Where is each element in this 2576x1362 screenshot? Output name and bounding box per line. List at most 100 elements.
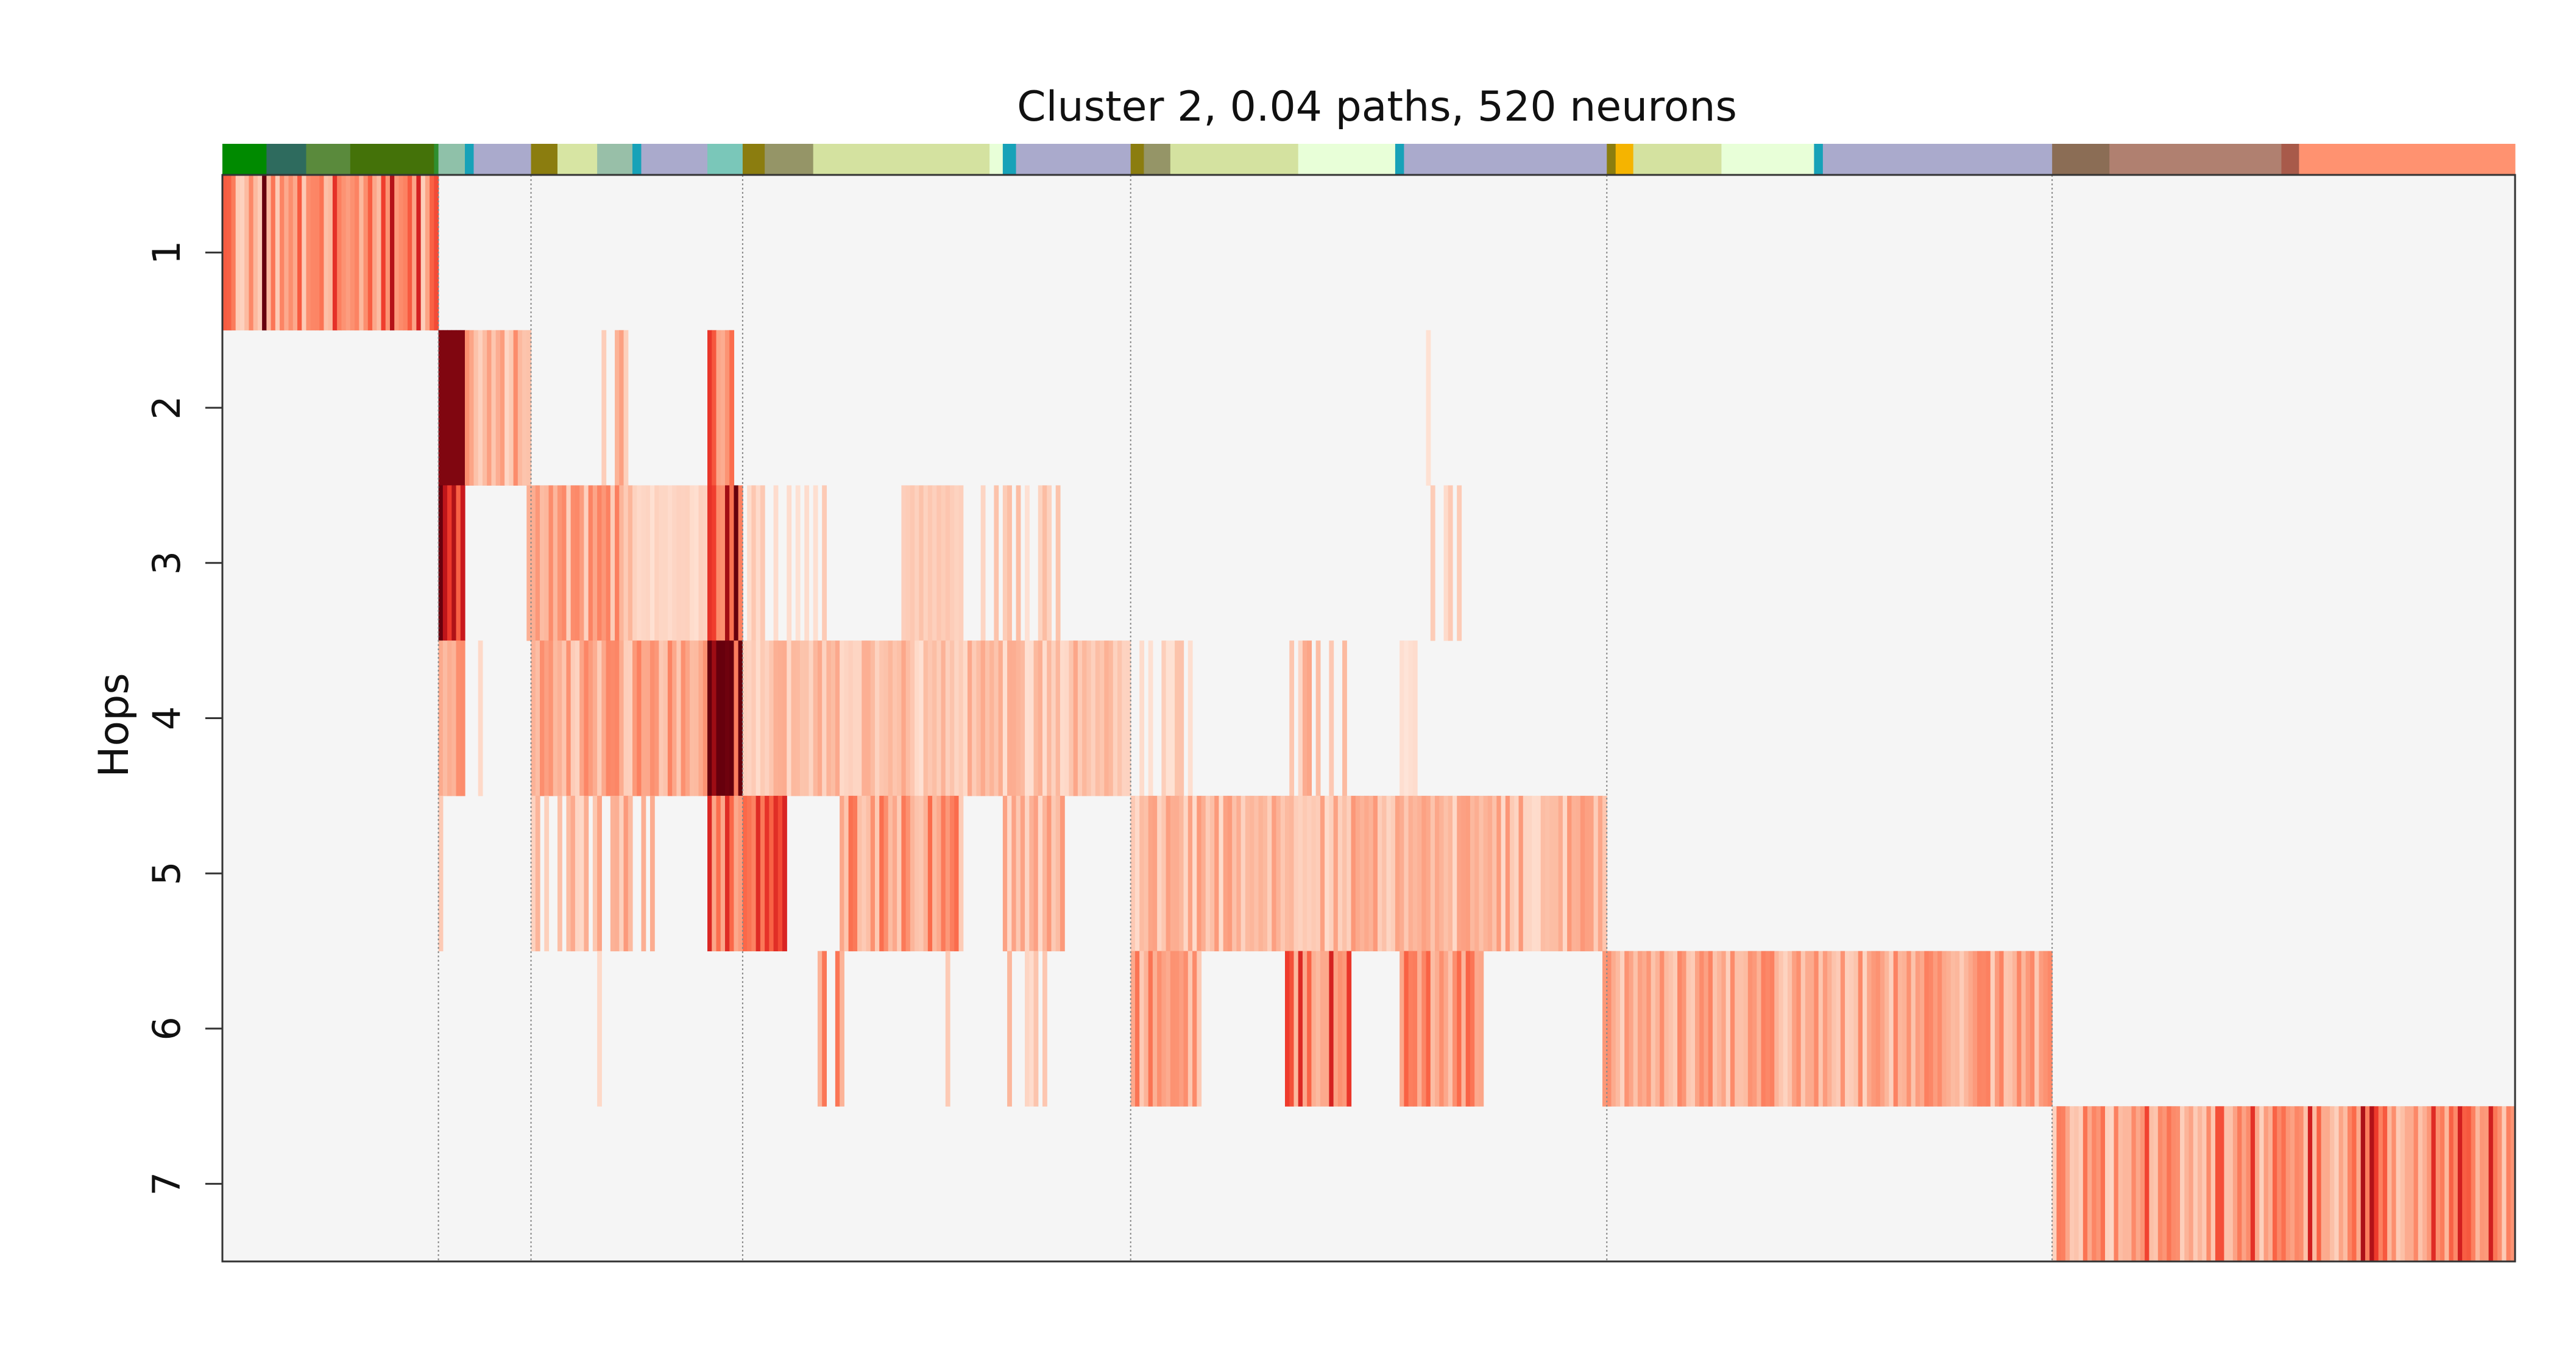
heatmap-cell (460, 640, 465, 796)
heatmap-cell (694, 485, 699, 641)
heatmap-cell (328, 175, 333, 331)
heatmap-cell (2360, 1106, 2366, 1262)
heatmap-cell (2299, 1106, 2304, 1262)
heatmap-cell (976, 640, 982, 796)
heatmap-cell (742, 640, 748, 796)
heatmap-cell (1148, 951, 1153, 1107)
heatmap-cell (724, 795, 730, 952)
heatmap-cell (1417, 795, 1422, 952)
heatmap-cell (1175, 640, 1180, 796)
heatmap-cell (1042, 640, 1047, 796)
heatmap-cell (1214, 795, 1220, 952)
color-bar-segment (1633, 144, 1722, 175)
heatmap-cell (716, 330, 721, 486)
heatmap-cell (451, 330, 457, 486)
heatmap-cell (438, 330, 444, 486)
heatmap-cell (958, 485, 964, 641)
heatmap-cell (2457, 1106, 2463, 1262)
heatmap-cell (1139, 640, 1145, 796)
heatmap-cell (1016, 795, 1021, 952)
heatmap-cell (870, 640, 876, 796)
heatmap-cell (2029, 951, 2035, 1107)
heatmap-cell (253, 175, 258, 331)
heatmap-cell (637, 485, 642, 641)
heatmap-cell (875, 640, 880, 796)
heatmap-cell (2210, 1106, 2216, 1262)
heatmap-cell (566, 640, 571, 796)
color-bar-segment (438, 144, 465, 175)
heatmap-cell (1540, 795, 1546, 952)
heatmap-cell (755, 640, 761, 796)
heatmap-cell (1532, 795, 1537, 952)
heatmap-cell (654, 485, 660, 641)
color-bar-segment (1002, 144, 1017, 175)
heatmap-cell (1337, 951, 1343, 1107)
y-tick-label: 3 (144, 551, 189, 575)
heatmap-cell (1858, 951, 1863, 1107)
heatmap-cell (2034, 951, 2040, 1107)
color-bar-segment (813, 144, 990, 175)
heatmap-cell (702, 485, 708, 641)
heatmap-cell (615, 330, 620, 486)
heatmap-cell (1911, 951, 1916, 1107)
heatmap-cell (1448, 951, 1453, 1107)
heatmap-cell (1660, 951, 1665, 1107)
heatmap-cell (1404, 640, 1409, 796)
heatmap-cell (465, 330, 470, 486)
heatmap-cell (1342, 795, 1347, 952)
heatmap-cell (2325, 1106, 2330, 1262)
heatmap-cell (1942, 951, 1947, 1107)
color-bar-segment (266, 144, 306, 175)
heatmap-cell (562, 640, 567, 796)
heatmap-cell (2250, 1106, 2256, 1262)
heatmap-cell (425, 175, 430, 331)
heatmap-cell (720, 640, 726, 796)
heatmap-cell (1651, 951, 1656, 1107)
heatmap-cell (1607, 951, 1612, 1107)
heatmap-cell (1333, 951, 1339, 1107)
heatmap-cell (910, 485, 915, 641)
heatmap-cell (359, 175, 364, 331)
heatmap-cell (641, 795, 646, 952)
heatmap-cell (522, 330, 527, 486)
heatmap-cell (2418, 1106, 2423, 1262)
heatmap-cell (1408, 640, 1414, 796)
heatmap-cell (1342, 640, 1347, 796)
heatmap-cell (1457, 485, 1462, 641)
heatmap-cell (1298, 640, 1303, 796)
heatmap-cell (403, 175, 408, 331)
heatmap-cell (773, 485, 779, 641)
heatmap-cell (1840, 951, 1845, 1107)
heatmap-cell (1615, 951, 1621, 1107)
heatmap-cell (1505, 795, 1510, 952)
heatmap-cell (1430, 485, 1435, 641)
heatmap-cell (1152, 951, 1158, 1107)
heatmap-cell (332, 175, 338, 331)
heatmap-cell (553, 485, 558, 641)
heatmap-cell (2307, 1106, 2313, 1262)
heatmap-cell (923, 640, 929, 796)
heatmap-cell (681, 640, 686, 796)
heatmap-cell (1311, 951, 1317, 1107)
heatmap-cell (883, 640, 889, 796)
heatmap-cell (1311, 795, 1317, 952)
heatmap-cell (1293, 951, 1299, 1107)
heatmap-cell (760, 640, 765, 796)
heatmap-cell (1197, 795, 1202, 952)
heatmap-cell (1725, 951, 1731, 1107)
heatmap-cell (1408, 795, 1414, 952)
heatmap-cell (2114, 1106, 2119, 1262)
heatmap-cell (932, 795, 937, 952)
heatmap-cell (1329, 795, 1334, 952)
heatmap-cell (765, 795, 770, 952)
heatmap-cell (2348, 1106, 2352, 1262)
heatmap-cell (2082, 1106, 2088, 1262)
heatmap-cell (875, 795, 880, 952)
heatmap-cell (1448, 795, 1453, 952)
heatmap-cell (1192, 951, 1197, 1107)
heatmap-cell (1077, 640, 1083, 796)
heatmap-cell (1602, 951, 1607, 1107)
heatmap-cell (2497, 1106, 2502, 1262)
heatmap-cell (1122, 640, 1127, 796)
heatmap-cell (1157, 795, 1162, 952)
